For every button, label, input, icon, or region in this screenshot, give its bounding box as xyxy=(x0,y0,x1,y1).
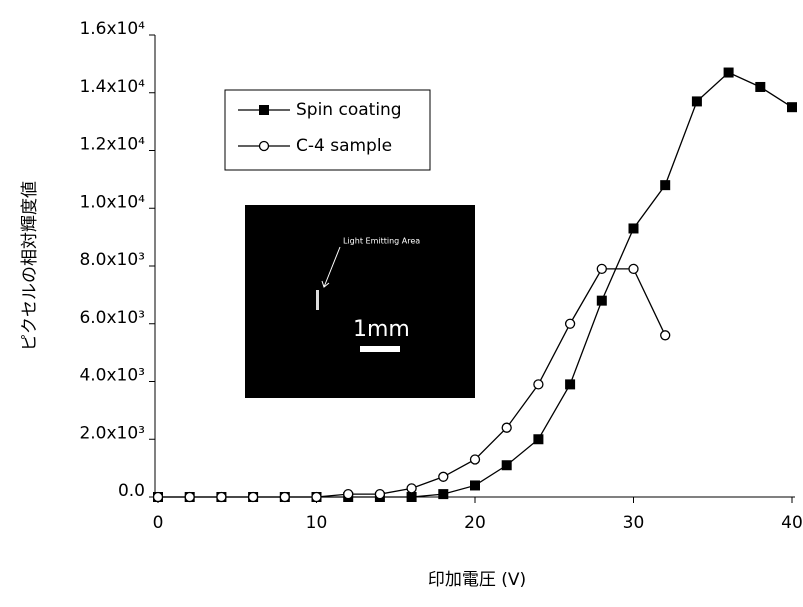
point xyxy=(438,471,449,482)
y-tick-label: 1.4x10⁴ xyxy=(79,77,145,97)
inset-arrow-head xyxy=(321,280,330,288)
point xyxy=(311,491,322,503)
point xyxy=(501,422,512,433)
y-tick-label: 4.0x10³ xyxy=(79,366,145,386)
point xyxy=(628,223,639,234)
inset-light xyxy=(316,290,319,310)
point xyxy=(691,96,702,107)
point xyxy=(470,480,480,491)
point xyxy=(596,295,607,306)
point xyxy=(216,491,227,503)
point xyxy=(406,492,417,502)
y-tick-label: 0.0 xyxy=(118,481,145,501)
point xyxy=(660,180,671,191)
inset-image xyxy=(245,205,475,398)
point xyxy=(565,379,576,390)
x-tick-label: 0 xyxy=(153,513,164,533)
point xyxy=(787,102,797,113)
point xyxy=(279,491,290,503)
y-tick-label: 8.0x10³ xyxy=(79,250,145,270)
point xyxy=(755,81,766,92)
y-tick-label: 1.6x10⁴ xyxy=(79,19,145,39)
point xyxy=(374,488,386,500)
y-tick-label: 1.2x10⁴ xyxy=(79,135,145,155)
legend-marker xyxy=(259,105,269,115)
point xyxy=(533,379,544,390)
inset-scale-label: 1mm xyxy=(353,317,410,342)
point xyxy=(438,489,449,500)
point xyxy=(247,491,259,503)
inset-scale-bar xyxy=(360,346,400,352)
point xyxy=(628,263,639,275)
legend-box xyxy=(224,89,431,171)
point xyxy=(723,67,734,78)
y-axis-label: ピクセルの相対輝度値 xyxy=(20,181,40,351)
y-tick-label: 1.0x10⁴ xyxy=(79,192,145,212)
y-tick-label: 6.0x10³ xyxy=(79,308,145,328)
legend-marker xyxy=(258,140,270,152)
y-tick-label: 2.0x10³ xyxy=(79,423,145,443)
point xyxy=(501,460,512,471)
point xyxy=(596,263,607,275)
x-tick-label: 40 xyxy=(781,513,803,533)
legend-label: C-4 sample xyxy=(296,136,392,156)
inset-arrow xyxy=(323,246,341,288)
point xyxy=(184,491,195,503)
inset-annotation: Light Emitting Area xyxy=(343,237,420,246)
x-tick-label: 20 xyxy=(464,513,486,533)
point xyxy=(152,491,164,503)
x-tick-label: 30 xyxy=(623,513,645,533)
point xyxy=(564,318,576,329)
point xyxy=(406,483,417,494)
x-axis-label: 印加電圧 (V) xyxy=(428,570,526,590)
point xyxy=(343,488,354,500)
point xyxy=(660,330,671,341)
legend-label: Spin coating xyxy=(296,100,402,120)
point xyxy=(469,454,481,465)
point xyxy=(533,434,544,445)
x-tick-label: 10 xyxy=(306,513,328,533)
